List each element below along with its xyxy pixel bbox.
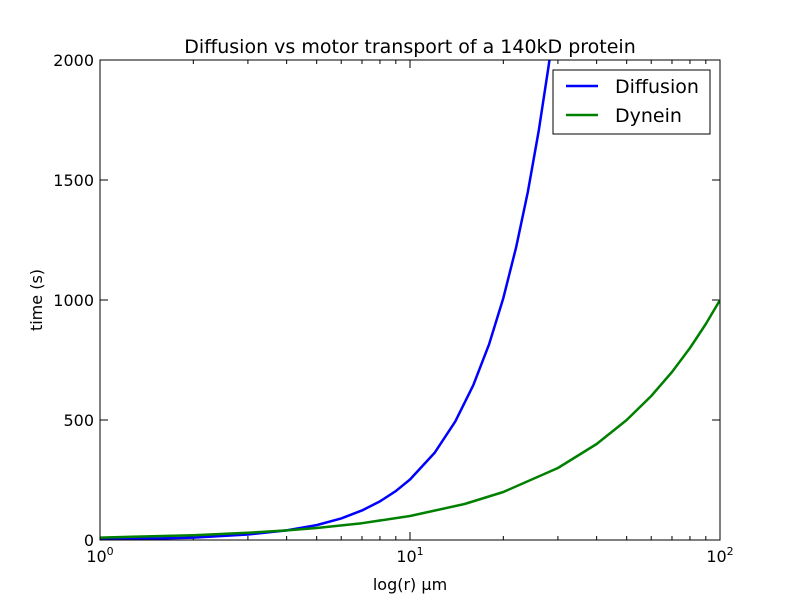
x-tick-label: 100 [86,545,113,566]
minor-ticks [192,60,707,540]
x-axis-label: log(r) μm [373,575,447,594]
y-axis-label: time (s) [27,269,46,331]
y-tick-labels: 0 500 1000 1500 2000 [53,51,94,550]
y-tick-label: 2000 [53,51,94,70]
x-tick-label: 101 [396,545,423,566]
x-tick-label: 102 [706,545,733,566]
plot-frame [99,59,721,541]
y-tick-label: 0 [84,531,94,550]
y-tick-label: 1000 [53,291,94,310]
legend-label-diffusion: Diffusion [615,76,699,98]
legend-box [552,69,711,135]
legend-label-dynein: Dynein [615,105,682,127]
legend: Diffusion Dynein [552,69,711,135]
y-tick-label: 1500 [53,171,94,190]
chart-title: Diffusion vs motor transport of a 140kD … [184,36,636,58]
series-layer [100,60,720,540]
y-tick-label: 500 [63,411,94,430]
dynein-line [100,299,720,539]
x-tick-labels: 100 101 102 [86,545,733,566]
